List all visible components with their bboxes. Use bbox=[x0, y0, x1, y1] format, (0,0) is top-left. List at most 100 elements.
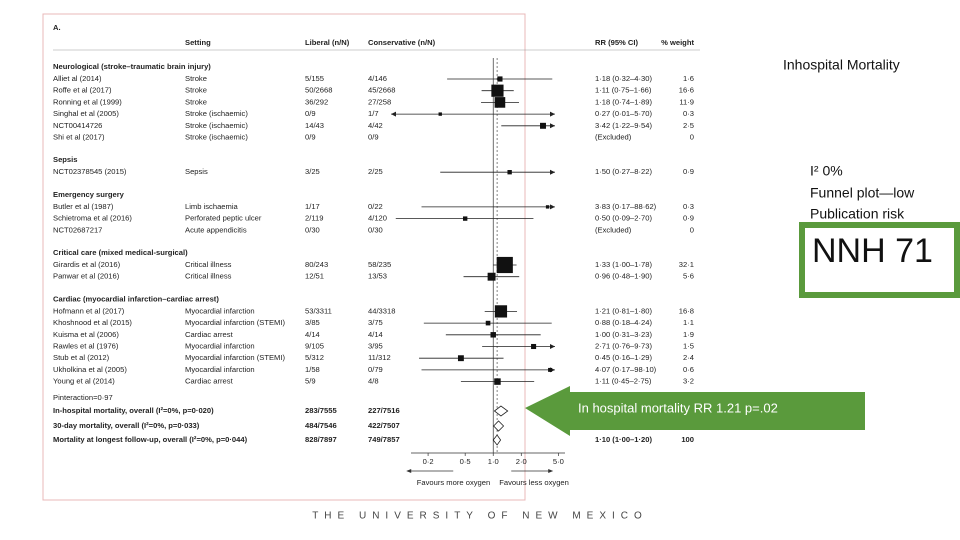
weight: 16·8 bbox=[679, 306, 694, 315]
ci-label: 0·88 (0·18–4·24) bbox=[595, 318, 652, 327]
setting: Myocardial infarction bbox=[185, 306, 255, 315]
conservative-events: 11/312 bbox=[368, 353, 391, 362]
study-name: Hofmann et al (2017) bbox=[53, 306, 125, 315]
study-name: Butler et al (1987) bbox=[53, 202, 114, 211]
ci-label: (Excluded) bbox=[595, 225, 632, 234]
liberal-events: 5/9 bbox=[305, 377, 316, 386]
effect-square bbox=[494, 305, 508, 318]
effect-square bbox=[485, 320, 491, 326]
column-header: Liberal (n/N) bbox=[305, 38, 350, 47]
nnh: NNH 71 bbox=[812, 232, 933, 270]
study-name: Schietroma et al (2016) bbox=[53, 214, 132, 223]
x-tick-label: 2·0 bbox=[516, 457, 527, 466]
setting: Stroke bbox=[185, 86, 207, 95]
conservative-events: 422/7507 bbox=[368, 421, 400, 430]
conservative-events: 4/120 bbox=[368, 214, 387, 223]
nnh-box bbox=[799, 222, 960, 298]
ci-arrow bbox=[550, 111, 555, 117]
conservative-events: 4/8 bbox=[368, 377, 379, 386]
setting: Sepsis bbox=[185, 167, 208, 176]
weight: 100 bbox=[681, 435, 694, 444]
weight: 5·6 bbox=[683, 272, 694, 281]
weight: 0 bbox=[690, 133, 694, 142]
group-title: Emergency surgery bbox=[53, 190, 125, 199]
liberal-events: 53/3311 bbox=[305, 306, 332, 315]
footer: THE UNIVERSITY OF NEW MEXICO bbox=[312, 511, 648, 522]
weight: 0·3 bbox=[683, 202, 694, 211]
effect-square bbox=[497, 76, 503, 82]
study-name: Girardis et al (2016) bbox=[53, 260, 121, 269]
conservative-events: 749/7857 bbox=[368, 435, 400, 444]
conservative-events: 0/22 bbox=[368, 202, 383, 211]
study-name: Khoshnood et al (2015) bbox=[53, 318, 132, 327]
study-name: Panwar et al (2016) bbox=[53, 272, 120, 281]
ci-label: 1·50 (0·27–8·22) bbox=[595, 167, 652, 176]
effect-square bbox=[507, 170, 512, 175]
ci-label: 1·00 (0·31–3·23) bbox=[595, 330, 652, 339]
study-name: Rawles et al (1976) bbox=[53, 342, 119, 351]
weight: 16·6 bbox=[679, 86, 694, 95]
conservative-events: 0/30 bbox=[368, 225, 383, 234]
conservative-events: 4/146 bbox=[368, 74, 387, 83]
study-name: NCT02378545 (2015) bbox=[53, 167, 127, 176]
note: Funnel plot—low bbox=[810, 185, 915, 201]
setting: Myocardial infarction bbox=[185, 342, 255, 351]
study-name: NCT00414726 bbox=[53, 121, 102, 130]
figure-frame bbox=[42, 13, 526, 501]
weight: 32·1 bbox=[679, 260, 694, 269]
liberal-events: 50/2668 bbox=[305, 86, 332, 95]
setting: Stroke bbox=[185, 74, 207, 83]
conservative-events: 3/95 bbox=[368, 342, 383, 351]
group-title: Neurological (stroke–traumatic brain inj… bbox=[53, 62, 211, 71]
pooled-label: 30-day mortality, overall (I²=0%, p=0·03… bbox=[53, 421, 200, 430]
x-tick-label: 0·5 bbox=[460, 457, 471, 466]
setting: Acute appendicitis bbox=[185, 225, 247, 234]
study-name: Young et al (2014) bbox=[53, 377, 115, 386]
weight: 0·9 bbox=[683, 214, 694, 223]
ci-label: 3·42 (1·22–9·54) bbox=[595, 121, 652, 130]
ci-label: (Excluded) bbox=[595, 133, 632, 142]
liberal-events: 2/119 bbox=[305, 214, 323, 223]
liberal-events: 80/243 bbox=[305, 260, 328, 269]
ci-arrow bbox=[550, 123, 555, 129]
ci-label: 3·83 (0·17–88·62) bbox=[595, 202, 657, 211]
liberal-events: 3/85 bbox=[305, 318, 320, 327]
ci-label: 1·11 (0·75–1·66) bbox=[595, 86, 652, 95]
conservative-events: 0/79 bbox=[368, 365, 383, 374]
effect-square bbox=[531, 343, 537, 350]
weight: 0·3 bbox=[683, 109, 694, 118]
pooled-label: In-hospital mortality, overall (I²=0%, p… bbox=[53, 406, 214, 415]
ci-label: 1·18 (0·32–4·30) bbox=[595, 74, 652, 83]
liberal-events: 0/9 bbox=[305, 133, 316, 142]
weight: 1·9 bbox=[683, 330, 694, 339]
group-title: Critical care (mixed medical-surgical) bbox=[53, 248, 188, 257]
study-name: Singhal et al (2005) bbox=[53, 109, 119, 118]
effect-square bbox=[491, 84, 504, 97]
conservative-events: 2/25 bbox=[368, 167, 383, 176]
weight: 2·5 bbox=[683, 121, 694, 130]
setting: Critical illness bbox=[185, 272, 232, 281]
conservative-events: 27/258 bbox=[368, 97, 391, 106]
setting: Critical illness bbox=[185, 260, 232, 269]
forest-plot: A. Setting Liberal (n/N) Conservative (n/N)… bbox=[53, 23, 700, 487]
liberal-events: 0/9 bbox=[305, 109, 316, 118]
setting: Limb ischaemia bbox=[185, 202, 239, 211]
favours-arrowhead bbox=[548, 469, 554, 473]
ci-label: 1·11 (0·45–2·75) bbox=[595, 377, 652, 386]
liberal-events: 484/7546 bbox=[305, 421, 337, 430]
ci-arrow bbox=[550, 344, 555, 349]
pooled-label: Mortality at longest follow-up, overall … bbox=[53, 435, 248, 444]
weight: 1·1 bbox=[683, 318, 694, 327]
conservative-events: 44/3318 bbox=[368, 306, 395, 315]
column-header: Setting bbox=[185, 38, 211, 47]
study-name: Ukholkina et al (2005) bbox=[53, 365, 127, 374]
effect-square bbox=[496, 256, 513, 274]
ci-arrow bbox=[391, 111, 396, 117]
study-name: Kuisma et al (2006) bbox=[53, 330, 119, 339]
note: I² 0% bbox=[810, 163, 843, 179]
study-name: Alliet al (2014) bbox=[53, 74, 102, 83]
ci-label: 0·50 (0·09–2·70) bbox=[595, 214, 652, 223]
ci-label: 1·10 (1·00–1·20) bbox=[595, 435, 652, 444]
conservative-events: 13/53 bbox=[368, 272, 387, 281]
